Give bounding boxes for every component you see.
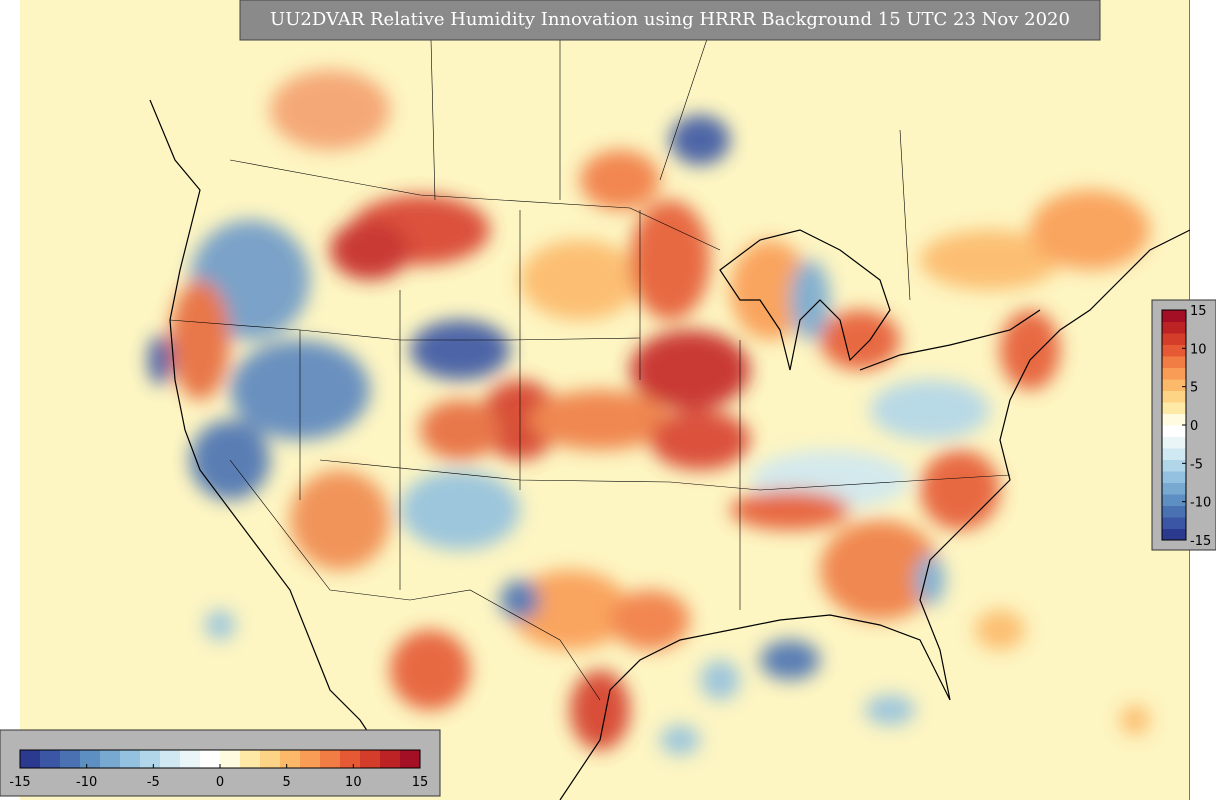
colorbar-tick-label: -5 — [147, 775, 160, 790]
colorbar-segment — [340, 750, 361, 768]
colorbar-segment — [1162, 367, 1186, 380]
colorbar-segment — [1162, 379, 1186, 391]
colorbar-segment — [1162, 482, 1186, 495]
colorbar-segment — [1162, 517, 1186, 529]
colorbar-segment — [1162, 321, 1186, 334]
colorbar-tick-label: -15 — [1190, 534, 1211, 549]
colorbar-segment — [100, 750, 121, 768]
colorbar-segment — [1162, 505, 1186, 518]
coastlines — [149, 99, 1190, 800]
colorbar-tick-label: 5 — [1190, 381, 1198, 396]
colorbar-segment — [260, 750, 281, 768]
colorbar-tick-label: -5 — [1190, 457, 1203, 472]
innovation-field — [148, 70, 1150, 755]
colorbar-segment — [1162, 425, 1186, 437]
colorbar-segment — [1162, 436, 1186, 449]
colorbar-segment — [1162, 459, 1186, 472]
colorbar-segment — [1162, 344, 1186, 357]
colorbar-tick-label: 0 — [1190, 419, 1198, 434]
colorbar-tick-label: -10 — [76, 775, 97, 790]
colorbar-segment — [1162, 310, 1186, 322]
colorbar-segment — [180, 750, 201, 768]
colorbar-segment — [240, 750, 261, 768]
colorbar-segment — [280, 750, 301, 768]
colorbar-segment — [1162, 390, 1186, 403]
colorbar-segment — [1162, 471, 1186, 483]
colorbar-tick-label: 15 — [1190, 304, 1207, 319]
colorbar-segment — [1162, 528, 1186, 541]
colorbar-tick-label: 0 — [216, 775, 224, 790]
borders — [169, 0, 1011, 701]
colorbar-segment — [1162, 356, 1186, 368]
colorbar-segment — [1162, 333, 1186, 345]
colorbar-horizontal: -15 -10 -5 0 5 10 15 — [9, 749, 429, 790]
colorbar-segment — [220, 750, 241, 768]
colorbar-vertical: 15 10 5 0 -5 -10 -15 — [1161, 304, 1211, 549]
colorbar-tick-label: 10 — [345, 775, 362, 790]
colorbar-segment — [380, 750, 401, 768]
colorbar-segment — [360, 750, 381, 768]
colorbar-tick-label: -10 — [1190, 496, 1211, 511]
colorbar-tick-label: 15 — [412, 775, 429, 790]
colorbar-segment — [60, 750, 81, 768]
map — [20, 0, 1190, 800]
title: UU2DVAR Relative Humidity Innovation usi… — [270, 9, 1070, 30]
colorbar-segment — [1162, 448, 1186, 460]
colorbar-segment — [200, 750, 221, 768]
colorbar-segment — [320, 750, 341, 768]
colorbar-tick-label: 5 — [283, 775, 291, 790]
colorbar-segment — [400, 750, 421, 768]
colorbar-tick-label: 10 — [1190, 342, 1207, 357]
colorbar-segment — [40, 750, 61, 768]
colorbar-segment — [140, 750, 161, 768]
colorbar-segment — [300, 750, 321, 768]
colorbar-segment — [1162, 413, 1186, 426]
colorbar-segment — [20, 750, 41, 768]
colorbar-segment — [1162, 402, 1186, 414]
colorbar-segment — [120, 750, 141, 768]
colorbar-segment — [1162, 494, 1186, 506]
colorbar-tick-label: -15 — [9, 775, 30, 790]
title-box — [239, 0, 1101, 41]
colorbar-segment — [80, 750, 101, 768]
colorbar-segment — [160, 750, 181, 768]
